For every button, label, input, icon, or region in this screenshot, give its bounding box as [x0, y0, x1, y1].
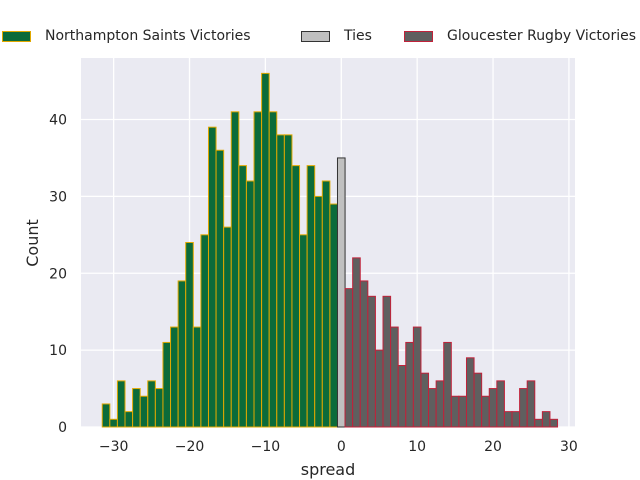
bar-northampton	[154, 388, 164, 428]
bar-northampton	[177, 280, 187, 428]
bar-gloucester	[549, 418, 559, 428]
bar-gloucester	[488, 388, 498, 428]
bar-northampton	[268, 111, 278, 428]
bar-gloucester	[519, 388, 528, 428]
legend-swatch-gloucester	[404, 30, 433, 42]
bar-northampton	[314, 195, 323, 428]
bar-northampton	[162, 341, 172, 428]
bar-gloucester	[374, 349, 384, 428]
y-tick-label: 20	[49, 266, 67, 282]
bar-northampton	[238, 165, 247, 428]
legend-label-ties: Ties	[344, 28, 372, 44]
bar-gloucester	[534, 418, 543, 428]
bar-northampton	[192, 326, 202, 428]
bar-northampton	[170, 326, 179, 428]
bars	[101, 72, 559, 428]
bar-northampton	[245, 180, 255, 428]
bar-gloucester	[526, 380, 536, 428]
bar-gloucester	[465, 357, 475, 428]
bar-northampton	[291, 165, 301, 428]
bar-gloucester	[344, 288, 354, 428]
bar-northampton	[109, 418, 118, 428]
bar-northampton	[124, 411, 134, 428]
bar-northampton	[283, 134, 293, 428]
bar-gloucester	[511, 411, 521, 428]
bar-northampton	[215, 149, 225, 428]
legend-item-gloucester: Gloucester Rugby Victories	[404, 26, 636, 46]
bar-gloucester	[496, 380, 505, 428]
x-tick-label: −30	[99, 439, 129, 455]
bar-northampton	[253, 111, 263, 428]
bar-northampton	[321, 180, 331, 428]
legend-swatch-ties	[301, 30, 330, 42]
bar-northampton	[147, 380, 156, 428]
bar-northampton	[299, 234, 308, 428]
y-tick-label: 0	[58, 420, 67, 436]
legend-label-gloucester: Gloucester Rugby Victories	[447, 28, 637, 44]
x-tick-label: 30	[560, 439, 578, 455]
bar-northampton	[261, 72, 270, 428]
legend-swatch-northampton	[2, 30, 31, 42]
bar-gloucester	[397, 365, 407, 428]
legend: Northampton Saints Victories Ties Glouce…	[0, 26, 640, 46]
x-tick-label: −10	[251, 439, 281, 455]
y-tick-label: 10	[49, 343, 67, 359]
bar-gloucester	[443, 341, 452, 428]
bar-northampton	[116, 380, 126, 428]
bar-gloucester	[405, 341, 414, 428]
bar-northampton	[139, 395, 149, 428]
bar-northampton	[207, 126, 217, 428]
x-tick-label: 20	[484, 439, 502, 455]
bar-gloucester	[450, 395, 460, 428]
bar-gloucester	[458, 395, 467, 428]
x-tick-label: −20	[175, 439, 205, 455]
bar-gloucester	[541, 411, 551, 428]
bar-gloucester	[473, 372, 483, 428]
bar-gloucester	[503, 411, 513, 428]
bar-gloucester	[412, 326, 422, 428]
bar-gloucester	[367, 295, 376, 428]
bar-gloucester	[382, 295, 392, 428]
x-tick-label: 0	[337, 439, 346, 455]
y-tick-labels: 0 10 20 30 40	[49, 113, 67, 437]
bar-ties	[336, 157, 346, 428]
y-axis-label: Count	[23, 219, 42, 267]
bar-gloucester	[359, 280, 369, 428]
bar-gloucester	[428, 388, 437, 428]
bar-northampton	[200, 234, 209, 428]
legend-item-ties: Ties	[301, 26, 372, 46]
bar-northampton	[132, 388, 141, 428]
legend-label-northampton: Northampton Saints Victories	[45, 28, 251, 44]
bar-northampton	[101, 403, 111, 428]
bar-gloucester	[435, 380, 445, 428]
bar-gloucester	[420, 372, 430, 428]
x-tick-label: 10	[408, 439, 426, 455]
bar-northampton	[276, 134, 285, 428]
bar-northampton	[306, 165, 316, 428]
y-tick-label: 40	[49, 113, 67, 129]
bar-gloucester	[481, 395, 490, 428]
bar-gloucester	[390, 326, 399, 428]
bar-northampton	[185, 242, 194, 428]
x-tick-labels: −30 −20 −10 0 10 20 30	[99, 439, 578, 455]
bar-northampton	[329, 203, 338, 428]
bar-northampton	[223, 226, 232, 428]
bar-northampton	[230, 111, 240, 428]
bar-gloucester	[352, 257, 361, 428]
y-tick-label: 30	[49, 189, 67, 205]
legend-item-northampton: Northampton Saints Victories	[2, 26, 251, 46]
x-axis-label: spread	[301, 460, 356, 479]
